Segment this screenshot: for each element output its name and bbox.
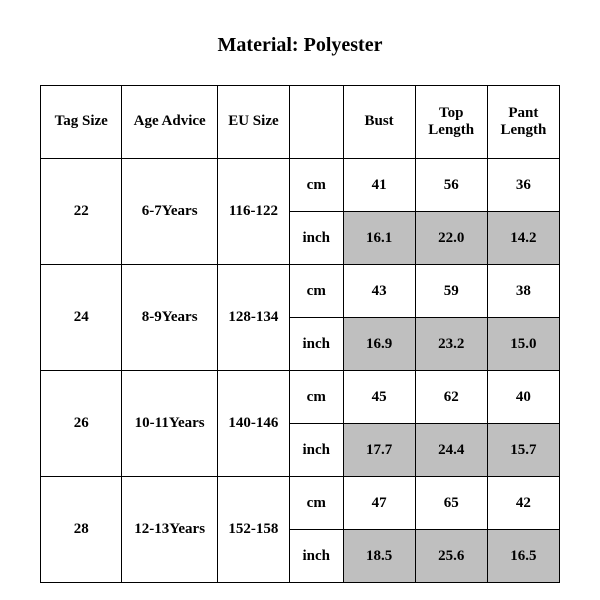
col-bust: Bust (343, 86, 415, 159)
cell-eu-size: 140-146 (217, 371, 289, 477)
cell-bust-inch: 17.7 (343, 424, 415, 477)
table-header-row: Tag Size Age Advice EU Size Bust Top Len… (41, 86, 560, 159)
cell-tag-size: 22 (41, 159, 122, 265)
cell-pant-length-inch: 15.7 (487, 424, 559, 477)
cell-unit-inch: inch (290, 530, 344, 583)
cell-pant-length-cm: 38 (487, 265, 559, 318)
cell-unit-inch: inch (290, 318, 344, 371)
cell-bust-cm: 47 (343, 477, 415, 530)
page: Material: Polyester Tag Size Age Advice … (0, 0, 600, 600)
cell-eu-size: 128-134 (217, 265, 289, 371)
cell-bust-cm: 43 (343, 265, 415, 318)
table-row: 24 8-9Years 128-134 cm 43 59 38 (41, 265, 560, 318)
cell-unit-cm: cm (290, 265, 344, 318)
cell-bust-inch: 16.1 (343, 212, 415, 265)
cell-unit-inch: inch (290, 424, 344, 477)
cell-top-length-inch: 24.4 (415, 424, 487, 477)
table-row: 22 6-7Years 116-122 cm 41 56 36 (41, 159, 560, 212)
cell-pant-length-cm: 40 (487, 371, 559, 424)
cell-tag-size: 24 (41, 265, 122, 371)
page-title: Material: Polyester (218, 34, 383, 56)
cell-age-advice: 8-9Years (122, 265, 217, 371)
cell-pant-length-inch: 15.0 (487, 318, 559, 371)
cell-top-length-inch: 22.0 (415, 212, 487, 265)
cell-bust-cm: 45 (343, 371, 415, 424)
col-tag-size: Tag Size (41, 86, 122, 159)
cell-eu-size: 116-122 (217, 159, 289, 265)
cell-age-advice: 12-13Years (122, 477, 217, 583)
cell-top-length-cm: 59 (415, 265, 487, 318)
cell-unit-cm: cm (290, 371, 344, 424)
size-table: Tag Size Age Advice EU Size Bust Top Len… (40, 85, 560, 583)
cell-pant-length-cm: 36 (487, 159, 559, 212)
cell-top-length-inch: 25.6 (415, 530, 487, 583)
col-age-advice: Age Advice (122, 86, 217, 159)
col-top-length: Top Length (415, 86, 487, 159)
cell-age-advice: 10-11Years (122, 371, 217, 477)
table-row: 26 10-11Years 140-146 cm 45 62 40 (41, 371, 560, 424)
cell-pant-length-inch: 16.5 (487, 530, 559, 583)
cell-top-length-cm: 62 (415, 371, 487, 424)
cell-age-advice: 6-7Years (122, 159, 217, 265)
cell-unit-inch: inch (290, 212, 344, 265)
cell-eu-size: 152-158 (217, 477, 289, 583)
cell-unit-cm: cm (290, 477, 344, 530)
col-top-length-label: Top Length (428, 105, 474, 138)
cell-bust-inch: 16.9 (343, 318, 415, 371)
cell-top-length-cm: 56 (415, 159, 487, 212)
col-eu-size: EU Size (217, 86, 289, 159)
table-row: 28 12-13Years 152-158 cm 47 65 42 (41, 477, 560, 530)
cell-tag-size: 26 (41, 371, 122, 477)
cell-top-length-inch: 23.2 (415, 318, 487, 371)
cell-tag-size: 28 (41, 477, 122, 583)
col-unit (290, 86, 344, 159)
cell-top-length-cm: 65 (415, 477, 487, 530)
cell-bust-inch: 18.5 (343, 530, 415, 583)
cell-pant-length-inch: 14.2 (487, 212, 559, 265)
col-pant-length: Pant Length (487, 86, 559, 159)
title-wrap: Material: Polyester (40, 34, 560, 57)
cell-bust-cm: 41 (343, 159, 415, 212)
col-pant-length-label: Pant Length (500, 105, 546, 138)
cell-unit-cm: cm (290, 159, 344, 212)
cell-pant-length-cm: 42 (487, 477, 559, 530)
